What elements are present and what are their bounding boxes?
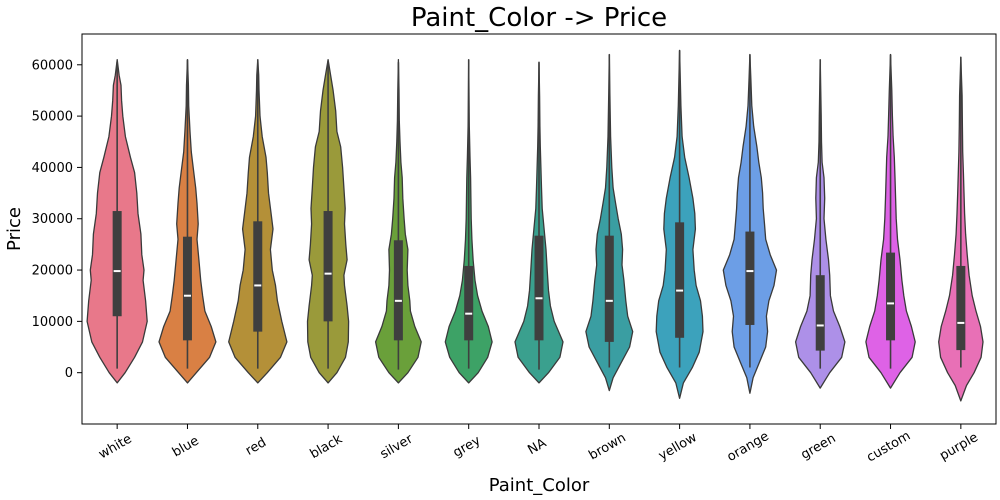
x-tick-label-yellow: yellow — [656, 430, 700, 464]
violin-group — [86, 49, 984, 402]
x-tick-label-red: red — [243, 435, 269, 459]
iqr-box-white — [112, 211, 122, 317]
y-axis-ticks: 0 10000 20000 30000 40000 50000 60000 — [32, 58, 82, 381]
x-tick-label-white: white — [96, 432, 134, 463]
x-tick-label-purple: purple — [937, 430, 981, 464]
iqr-box-brown — [604, 235, 614, 342]
iqr-box-black — [323, 211, 333, 322]
y-tick-label: 60000 — [32, 58, 73, 73]
y-tick-label: 0 — [65, 366, 73, 381]
iqr-box-orange — [745, 231, 755, 325]
x-tick-label-silver: silver — [378, 431, 416, 462]
iqr-box-NA — [534, 235, 544, 341]
iqr-box-blue — [182, 236, 192, 341]
x-tick-label-grey: grey — [451, 433, 484, 461]
x-tick-label-green: green — [798, 431, 838, 463]
x-tick-label-brown: brown — [586, 430, 628, 463]
iqr-box-purple — [956, 265, 966, 351]
y-tick-label: 10000 — [32, 315, 73, 330]
iqr-box-yellow — [675, 222, 685, 338]
y-tick-label: 30000 — [32, 212, 73, 227]
iqr-box-custom — [886, 252, 896, 341]
x-tick-label-black: black — [308, 432, 346, 462]
iqr-box-green — [815, 275, 825, 351]
x-tick-label-blue: blue — [170, 433, 202, 460]
chart-title: Paint_Color -> Price — [411, 3, 667, 33]
x-tick-label-orange: orange — [725, 429, 772, 465]
y-tick-label: 50000 — [32, 110, 73, 125]
y-axis-label: Price — [4, 207, 25, 251]
x-tick-label-custom: custom — [864, 429, 913, 466]
y-tick-label: 20000 — [32, 264, 73, 279]
iqr-box-red — [253, 221, 263, 332]
x-axis-label: Paint_Color — [489, 475, 590, 496]
iqr-box-silver — [393, 240, 403, 341]
iqr-box-grey — [464, 265, 474, 341]
x-tick-label-NA: NA — [525, 436, 549, 458]
y-tick-label: 40000 — [32, 161, 73, 176]
plot-frame — [81, 33, 997, 425]
x-axis-ticks: white blue red black silver grey NA brown yellow… — [96, 424, 981, 465]
